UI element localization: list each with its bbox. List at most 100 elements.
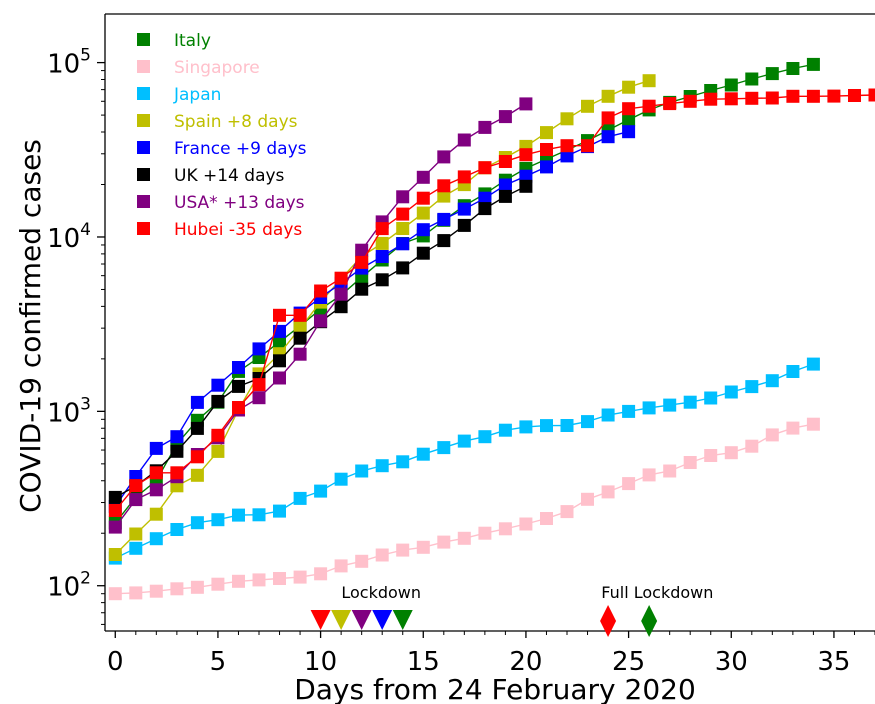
data-point: [683, 456, 697, 469]
x-axis-title: Days from 24 February 2020: [294, 673, 696, 704]
data-point: [457, 170, 471, 184]
series-5: [108, 179, 533, 504]
data-point: [622, 80, 636, 94]
data-point: [149, 507, 163, 521]
data-point: [375, 222, 389, 236]
data-point: [416, 170, 430, 184]
full-lockdown-marker: [641, 605, 658, 637]
legend-swatch: [137, 222, 150, 235]
data-point: [129, 541, 143, 555]
data-point: [211, 428, 225, 442]
data-point: [827, 89, 841, 103]
x-tick-label: 30: [715, 647, 748, 677]
lockdown-marker: [351, 610, 372, 630]
full-lockdown-marker: [600, 605, 617, 637]
data-point: [560, 139, 574, 153]
data-point: [642, 74, 656, 88]
data-point: [560, 112, 574, 126]
legend-item: Japan: [137, 85, 221, 105]
data-point: [601, 408, 615, 422]
legend-swatch: [137, 141, 150, 154]
data-point: [540, 419, 553, 433]
data-point: [478, 191, 492, 205]
data-point: [334, 271, 348, 285]
data-point: [149, 584, 163, 598]
legend-label: Hubei -35 days: [174, 220, 302, 240]
legend-label: USA* +13 days: [174, 193, 305, 213]
data-point: [478, 161, 492, 175]
data-point: [355, 282, 369, 296]
data-point: [601, 130, 615, 144]
y-tick-label: 103: [47, 394, 91, 428]
legend-item: USA* +13 days: [137, 193, 305, 213]
legend-swatch: [137, 168, 150, 181]
data-point: [396, 543, 410, 557]
data-point: [478, 120, 492, 134]
data-point: [806, 357, 820, 371]
data-point: [704, 449, 718, 462]
data-point: [108, 490, 122, 504]
data-point: [786, 62, 800, 75]
legend-label: Italy: [174, 31, 211, 51]
data-point: [663, 398, 677, 412]
data-point: [293, 347, 307, 361]
data-point: [724, 446, 738, 460]
data-point: [108, 587, 122, 601]
data-point: [293, 491, 307, 505]
data-point: [293, 308, 307, 322]
x-tick-label: 35: [817, 647, 850, 677]
legend-swatch: [137, 33, 150, 46]
lockdown-marker: [310, 610, 331, 630]
data-point: [211, 444, 225, 458]
lockdown-marker: [331, 610, 352, 630]
data-point: [642, 468, 656, 482]
data-point: [786, 421, 800, 435]
data-point: [149, 483, 163, 497]
data-point: [622, 477, 636, 491]
data-point: [416, 206, 430, 220]
data-point: [437, 234, 451, 248]
series-1: [108, 417, 820, 601]
data-point: [416, 191, 430, 205]
data-point: [252, 342, 266, 356]
data-point: [190, 421, 204, 435]
y-axis-title: COVID-19 confirmed cases: [14, 139, 47, 513]
data-point: [232, 401, 245, 414]
legend-swatch: [137, 114, 150, 127]
legend-label: France +9 days: [174, 139, 307, 159]
data-point: [540, 512, 553, 525]
data-point: [540, 126, 553, 140]
data-point: [457, 218, 471, 232]
data-point: [416, 246, 430, 260]
data-point: [581, 492, 594, 506]
data-point: [724, 385, 738, 399]
data-point: [622, 404, 636, 418]
legend-swatch: [137, 87, 150, 100]
data-point: [396, 207, 410, 221]
data-point: [314, 567, 328, 581]
data-point: [334, 559, 348, 573]
data-point: [560, 149, 574, 163]
data-point: [622, 125, 636, 139]
data-point: [416, 223, 430, 237]
data-point: [806, 89, 820, 103]
data-point: [560, 419, 574, 432]
data-point: [663, 97, 677, 111]
legend-swatch: [137, 195, 150, 208]
data-point: [704, 92, 718, 106]
data-point: [375, 273, 389, 287]
data-point: [437, 179, 451, 193]
data-point: [314, 314, 328, 328]
data-point: [170, 466, 184, 480]
data-point: [498, 110, 512, 124]
data-point: [190, 516, 204, 530]
data-point: [396, 237, 410, 251]
data-point: [211, 577, 225, 591]
data-point: [293, 321, 307, 335]
data-point: [581, 139, 594, 153]
data-point: [519, 179, 533, 193]
data-point: [396, 222, 410, 235]
data-point: [273, 572, 286, 585]
data-point: [375, 236, 389, 250]
